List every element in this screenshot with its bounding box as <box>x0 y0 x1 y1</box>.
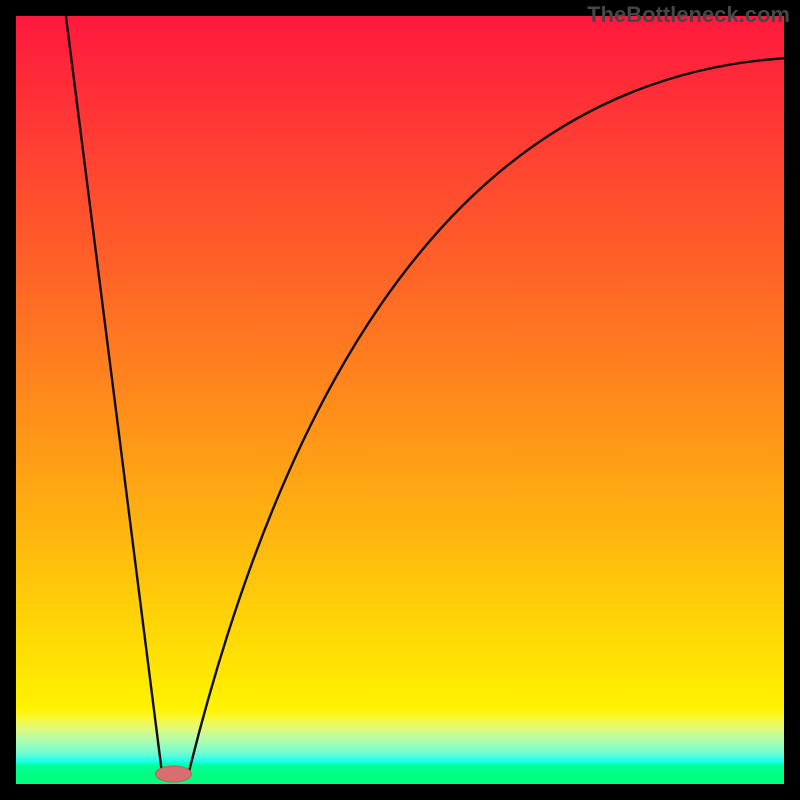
minimum-marker <box>155 766 191 782</box>
chart-container: TheBottleneck.com <box>0 0 800 800</box>
chart-background <box>16 16 784 784</box>
bottleneck-chart <box>0 0 800 800</box>
